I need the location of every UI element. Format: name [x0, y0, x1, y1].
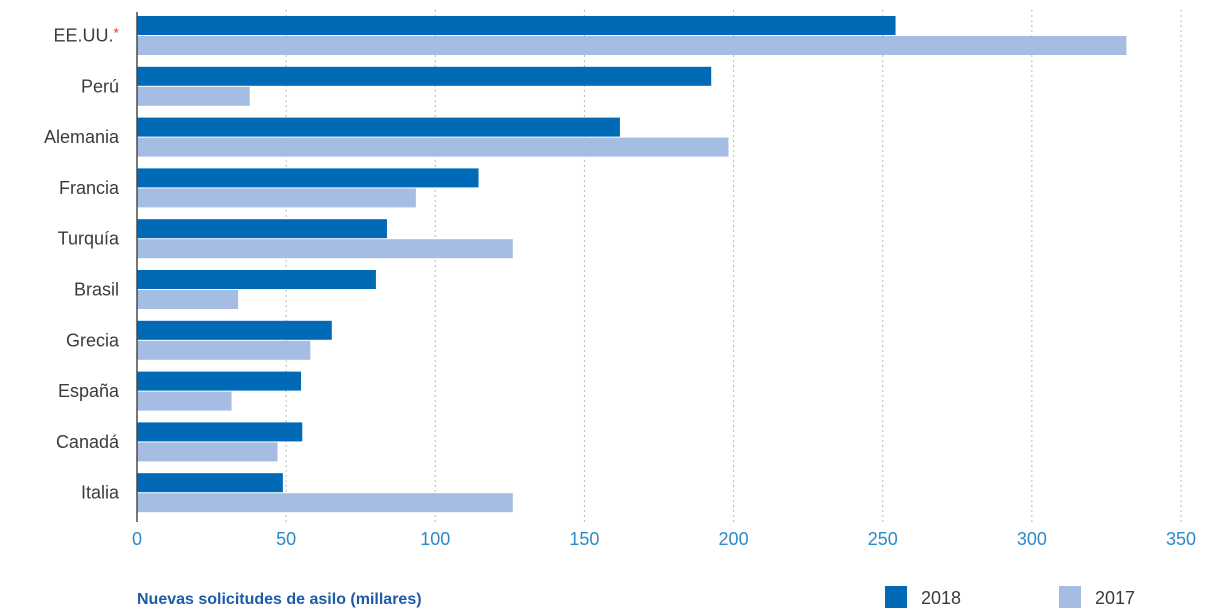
category-label: Alemania	[44, 127, 120, 147]
bar-2017-8	[137, 442, 278, 462]
category-label: Turquía	[58, 229, 120, 249]
legend-label-2017: 2017	[1095, 588, 1135, 608]
x-tick-label: 300	[1017, 529, 1047, 549]
category-label: Brasil	[74, 280, 119, 300]
x-tick-label: 150	[569, 529, 599, 549]
bar-2017-2	[137, 137, 729, 157]
bar-2017-1	[137, 86, 250, 106]
bar-2017-4	[137, 239, 513, 259]
footnote-marker: *	[114, 25, 120, 41]
category-label: Grecia	[66, 330, 120, 350]
bar-2018-2	[137, 117, 620, 137]
legend-swatch-2018	[885, 586, 907, 608]
legend-swatch-2017	[1059, 586, 1081, 608]
bar-2017-9	[137, 493, 513, 513]
category-label: Perú	[81, 76, 119, 96]
gridlines	[285, 10, 1182, 522]
x-tick-label: 50	[276, 529, 296, 549]
x-tick-labels: 0 50 100 150 200 250 300 350	[132, 529, 1196, 549]
legend-label-2018: 2018	[921, 588, 961, 608]
legend: 2018 2017	[885, 586, 1135, 608]
bar-2017-7	[137, 391, 232, 411]
category-label: EE.UU.*	[54, 25, 120, 46]
x-tick-label: 250	[868, 529, 898, 549]
bar-2017-0	[137, 36, 1127, 55]
bar-2017-5	[137, 290, 239, 309]
bar-2018-1	[137, 66, 712, 86]
category-label: Italia	[81, 483, 120, 503]
category-labels: EE.UU.* Perú Alemania Francia Turquía Brasil G…	[44, 25, 120, 503]
bar-2017-3	[137, 188, 416, 208]
x-axis-label: Nuevas solicitudes de asilo (millares)	[137, 591, 422, 608]
bar-2018-9	[137, 473, 283, 493]
bar-2018-3	[137, 168, 479, 188]
x-tick-label: 0	[132, 529, 142, 549]
bar-2018-4	[137, 219, 387, 239]
category-label: España	[58, 381, 120, 401]
bar-2017-6	[137, 340, 311, 360]
bar-2018-7	[137, 371, 302, 391]
bar-2018-0	[137, 16, 896, 35]
category-label: Canadá	[56, 432, 120, 452]
bars	[137, 16, 1127, 513]
x-tick-label: 350	[1166, 529, 1196, 549]
x-tick-label: 100	[420, 529, 450, 549]
bar-2018-8	[137, 422, 303, 442]
bar-2018-5	[137, 270, 376, 289]
category-label: Francia	[59, 178, 120, 198]
bar-2018-6	[137, 320, 332, 340]
x-tick-label: 200	[719, 529, 749, 549]
